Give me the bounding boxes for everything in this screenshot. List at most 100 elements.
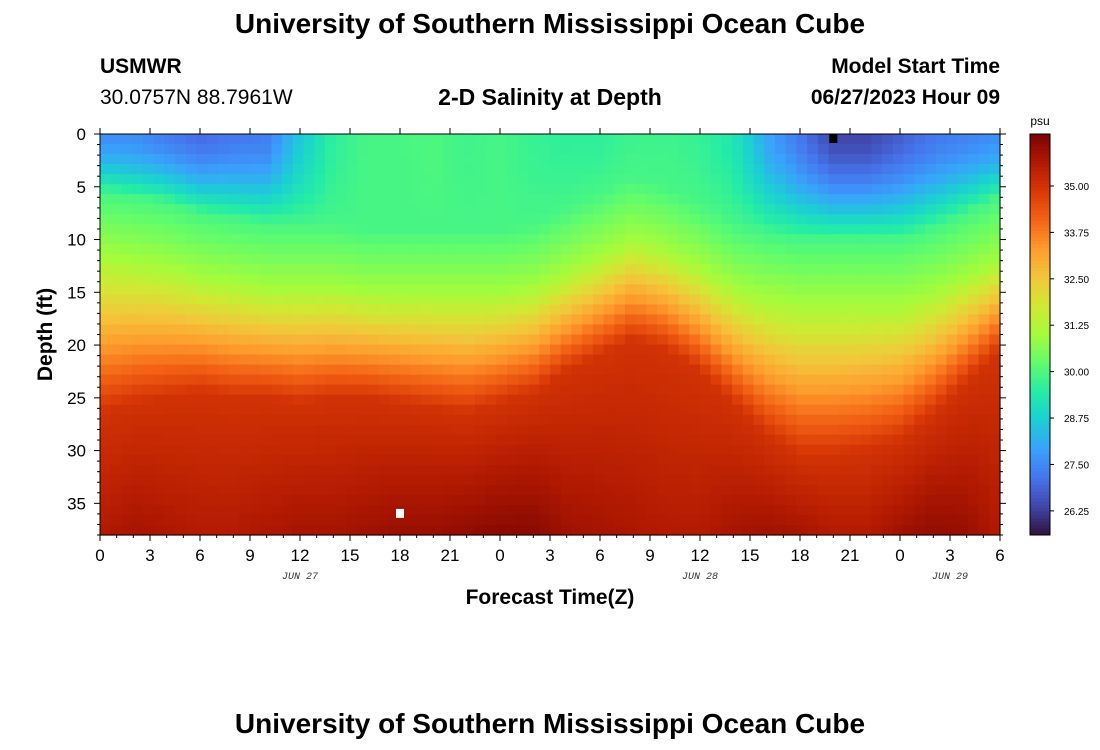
heatmap-cell	[400, 484, 412, 496]
heatmap-cell	[282, 314, 294, 326]
heatmap-cell	[228, 324, 240, 336]
heatmap-cell	[121, 444, 133, 456]
heatmap-cell	[592, 314, 605, 326]
heatmap-cell	[260, 394, 273, 406]
heatmap-cell	[517, 494, 530, 506]
heatmap-cell	[635, 454, 648, 466]
heatmap-cell	[978, 404, 990, 416]
heatmap-cell	[978, 354, 990, 366]
heatmap-cell	[871, 434, 883, 446]
heatmap-cell	[539, 344, 551, 356]
heatmap-cell	[110, 224, 123, 235]
heatmap-cell	[121, 434, 133, 446]
heatmap-cell	[678, 314, 690, 326]
heatmap-cell	[946, 154, 958, 165]
heatmap-cell	[592, 284, 605, 296]
heatmap-cell	[550, 154, 562, 165]
heatmap-cell	[153, 444, 165, 456]
heatmap-cell	[367, 174, 380, 185]
heatmap-cell	[571, 274, 583, 285]
heatmap-cell	[935, 214, 948, 225]
heatmap-cell	[325, 364, 337, 376]
heatmap-cell	[400, 504, 412, 516]
heatmap-cell	[121, 294, 133, 306]
heatmap-cell	[410, 294, 423, 306]
heatmap-cell	[732, 144, 744, 155]
heatmap-cell	[292, 174, 305, 185]
heatmap-cell	[753, 174, 765, 185]
heatmap-cell	[410, 354, 423, 366]
heatmap-cell	[335, 404, 348, 416]
heatmap-cell	[185, 184, 198, 195]
heatmap-cell	[710, 494, 723, 506]
heatmap-cell	[335, 294, 348, 306]
heatmap-cell	[946, 284, 958, 296]
heatmap-cell	[732, 324, 744, 336]
heatmap-cell	[260, 454, 273, 466]
heatmap-cell	[239, 254, 251, 265]
heatmap-cell	[142, 394, 155, 406]
heatmap-cell	[700, 494, 712, 506]
heatmap-cell	[528, 394, 540, 406]
heatmap-cell	[742, 494, 755, 506]
heatmap-cell	[121, 134, 133, 145]
heatmap-cell	[432, 254, 444, 265]
heatmap-cell	[164, 364, 176, 376]
heatmap-cell	[517, 514, 530, 526]
heatmap-cell	[100, 364, 112, 376]
heatmap-cell	[335, 164, 348, 175]
heatmap-cell	[496, 304, 508, 316]
heatmap-cell	[978, 184, 990, 195]
heatmap-cell	[882, 194, 894, 205]
heatmap-cell	[346, 414, 358, 426]
heatmap-cell	[485, 224, 498, 235]
heatmap-cell	[346, 294, 358, 306]
heatmap-cell	[582, 144, 594, 155]
heatmap-cell	[357, 374, 369, 386]
heatmap-cell	[764, 304, 776, 316]
heatmap-cell	[914, 314, 926, 326]
heatmap-cell	[250, 504, 262, 516]
heatmap-cell	[400, 164, 412, 175]
heatmap-cell	[764, 404, 776, 416]
heatmap-cell	[925, 344, 937, 356]
heatmap-cell	[142, 504, 155, 516]
heatmap-cell	[764, 464, 776, 476]
heatmap-cell	[721, 234, 733, 245]
heatmap-cell	[132, 174, 144, 185]
heatmap-cell	[153, 494, 165, 506]
heatmap-cell	[689, 174, 701, 185]
heatmap-cell	[175, 314, 187, 326]
heatmap-cell	[646, 404, 658, 416]
heatmap-cell	[228, 234, 240, 245]
heatmap-cell	[292, 244, 305, 255]
heatmap-cell	[807, 274, 819, 285]
heatmap-cell	[957, 474, 969, 486]
heatmap-cell	[935, 384, 948, 396]
heatmap-cell	[217, 224, 230, 235]
colorbar-segment	[1030, 234, 1050, 239]
heatmap-cell	[442, 264, 455, 275]
heatmap-cell	[528, 184, 540, 195]
heatmap-cell	[796, 134, 808, 145]
heatmap-cell	[635, 424, 648, 436]
heatmap-cell	[496, 194, 508, 205]
heatmap-cell	[871, 394, 883, 406]
heatmap-cell	[625, 234, 637, 245]
heatmap-cell	[121, 344, 133, 356]
heatmap-cell	[217, 174, 230, 185]
heatmap-cell	[957, 174, 969, 185]
heatmap-cell	[603, 164, 615, 175]
heatmap-cell	[871, 484, 883, 496]
heatmap-cell	[903, 344, 915, 356]
heatmap-cell	[742, 464, 755, 476]
heatmap-cell	[775, 184, 787, 195]
heatmap-cell	[989, 164, 1001, 175]
heatmap-cell	[539, 294, 551, 306]
heatmap-cell	[464, 474, 476, 486]
heatmap-cell	[282, 174, 294, 185]
heatmap-cell	[453, 314, 465, 326]
heatmap-cell	[539, 334, 551, 346]
heatmap-cell	[400, 324, 412, 336]
heatmap-cell	[228, 454, 240, 466]
